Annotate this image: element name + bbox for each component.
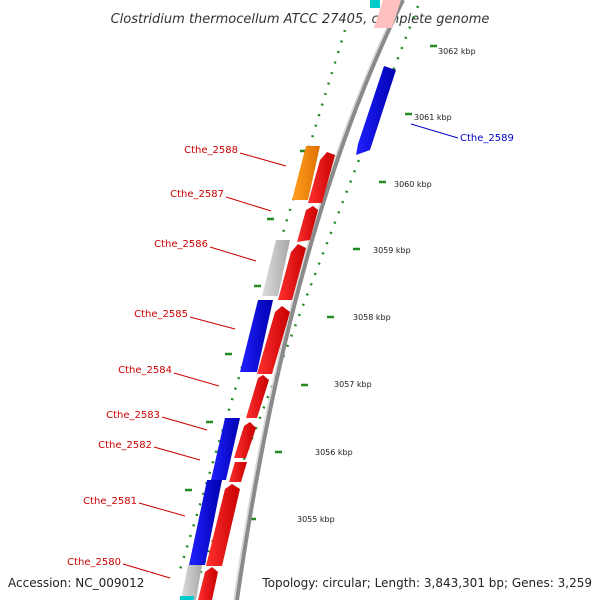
gene-arrow-cthe-2586[interactable] [262,240,290,296]
gene-label-cthe-2588[interactable]: Cthe_2588 [184,145,238,156]
footer-backdrop-right [256,572,596,592]
gene-label-cthe-2583[interactable]: Cthe_2583 [106,410,160,421]
gene-label-cthe-2586[interactable]: Cthe_2586 [154,239,208,250]
feature-cyan-top [370,0,380,8]
footer-backdrop-left [4,572,150,592]
gene-label-cthe-2589[interactable]: Cthe_2589 [460,133,514,144]
gene-label-cthe-2581[interactable]: Cthe_2581 [83,496,137,507]
genome-backbone-highlight [233,0,401,600]
gene-label-cthe-2582[interactable]: Cthe_2582 [98,440,152,451]
gene-arrow-cthe-2580[interactable] [181,565,202,600]
gene-label-cthe-2584[interactable]: Cthe_2584 [118,365,172,376]
gene-arrow-cthe-2581-fwd[interactable] [206,484,240,566]
gene-arrow-cthe-2588[interactable] [292,146,320,200]
gene-leader-lines [122,123,459,579]
topology-text: Topology: circular; Length: 3,843,301 bp… [261,576,592,590]
kbp-label: 3061 kbp [414,113,452,122]
genome-title: Clostridium thermocellum ATCC 27405, com… [111,12,490,27]
kbp-label: 3058 kbp [353,313,391,322]
gene-arrow-cthe-2581[interactable] [189,480,222,565]
gene-arrow-cthe-2586-fwd[interactable] [278,244,306,300]
kbp-labels: 3062 kbp 3061 kbp 3060 kbp 3059 kbp 3058… [297,47,476,524]
gene-label-cthe-2585[interactable]: Cthe_2585 [134,309,188,320]
gene-arrow-cthe-2585[interactable] [240,300,273,372]
kbp-label: 3060 kbp [394,180,432,189]
gene-label-cthe-2580[interactable]: Cthe_2580 [67,557,121,568]
feature-cyan-bottom [180,596,194,600]
accession-text: Accession: NC_009012 [8,576,144,590]
gene-label-cthe-2587[interactable]: Cthe_2587 [170,189,224,200]
gene-arrow-cthe-2585-fwd[interactable] [257,306,290,374]
gene-arrow-cthe-2580-fwd[interactable] [198,567,218,600]
gene-arrow-cthe-2587[interactable] [297,206,318,242]
genome-backbone [235,0,405,600]
kbp-label: 3056 kbp [315,448,353,457]
gene-arrow-cthe-2582[interactable] [229,462,247,482]
gene-arrow-cthe-2584[interactable] [246,375,269,418]
feature-pink-top [373,0,401,28]
kbp-label: 3062 kbp [438,47,476,56]
gene-arrow-cthe-2588-fwd[interactable] [308,152,335,203]
kbp-label: 3057 kbp [334,380,372,389]
kbp-label: 3055 kbp [297,515,335,524]
gene-arrow-cthe-2589[interactable] [356,66,396,155]
major-ticks [185,44,437,521]
gene-labels: Cthe_2589 Cthe_2588 Cthe_2587 Cthe_2586 … [67,133,514,568]
gene-arrow-cthe-2583[interactable] [211,418,240,480]
kbp-label: 3059 kbp [373,246,411,255]
gene-arrow-cthe-2583-fwd[interactable] [234,422,256,458]
